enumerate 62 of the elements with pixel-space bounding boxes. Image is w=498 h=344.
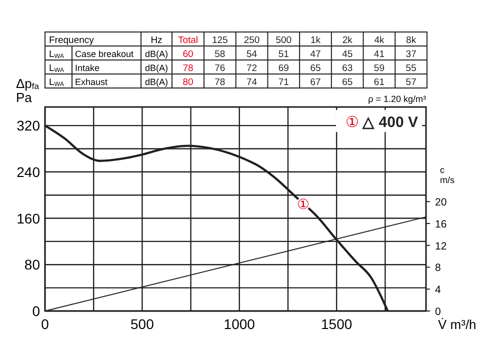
data-label: 51 [278,49,289,60]
text: L$_{WA}$ [49,49,65,60]
x-tick-label: Total [178,35,198,46]
x-tick-label: 500 [276,35,292,46]
text: dB(A) [144,77,168,87]
data-label: 55 [406,63,416,74]
text: L$_{WA}$ [49,77,64,88]
data-label: 76 [214,63,226,74]
data-label: 54 [246,49,258,60]
data-label: 47 [310,49,321,60]
y2-tick-label: 4 [435,284,441,296]
x-tick-label: 125 [212,35,228,46]
text: dB(A) [144,63,168,73]
text: dB(A) [144,49,168,59]
y-tick-label: Case breakout [75,49,134,59]
data-label: 71 [278,77,289,88]
data-label: 78 [182,63,194,74]
x-tick-label: 1500 [321,316,352,332]
x-tick-label: 1k [310,35,321,46]
data-label: 61 [374,77,385,88]
text: Hz [150,35,163,46]
y2-tick-label: 12 [435,240,447,252]
y-tick-label: 80 [24,256,40,273]
data-label: 69 [278,63,289,74]
y2-tick-label: 20 [435,196,447,209]
y-tick-label: 240 [16,164,40,180]
y-tick-label: Exhaust [75,77,108,87]
data-label: 57 [406,77,416,88]
y-tick-label: Intake [75,63,100,73]
y2-tick-label: 16 [435,218,447,230]
data-label: 41 [374,49,385,60]
y-tick-label: 0 [32,303,40,319]
text: ① △ 400 V [345,114,418,131]
y2-axis-title: c m/s [440,165,455,185]
x-tick-label: 4k [374,35,384,46]
data-label: 60 [182,49,194,60]
y2-tick-label: 0 [435,306,441,318]
data-label: 63 [342,63,353,74]
y-axis-title: Δp$_{fa}$ Pa [16,76,40,105]
text: L$_{WA}$ [49,63,64,74]
data-label: 72 [246,63,258,74]
y2-tick-label: 8 [435,262,441,274]
x-tick-label: 1000 [224,316,256,332]
x-tick-label: 500 [130,316,154,332]
y-tick-label: 320 [16,118,40,134]
text: Frequency [49,35,94,46]
x-tick-label: 250 [244,35,260,46]
data-label: 45 [342,49,353,60]
data-label: 67 [310,77,321,88]
x-axis-title: V̇ m³/h [438,317,476,332]
data-label: 65 [342,77,353,88]
x-tick-label: 2k [342,35,353,46]
text: ρ = 1.20 kg/m³ [368,94,426,104]
data-label: 59 [374,63,385,74]
data-label: 37 [406,49,416,60]
data-label: 80 [182,77,194,88]
x-tick-label: 8k [406,35,416,46]
data-label: 65 [310,63,321,74]
data-label: 74 [246,77,258,88]
y-tick-label: 160 [16,210,40,226]
data-label: 58 [214,49,226,60]
data-label: 78 [214,77,226,88]
